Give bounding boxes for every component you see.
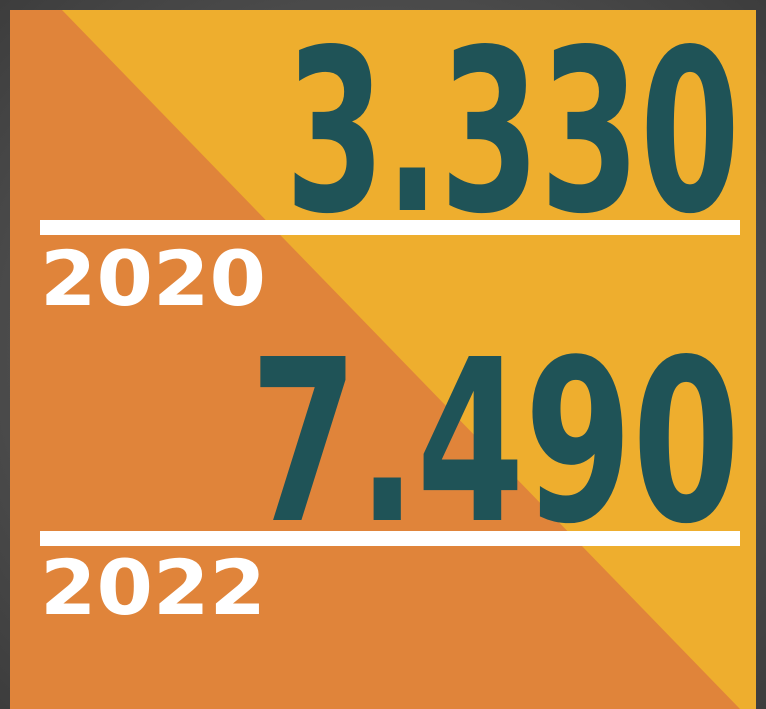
value: 7.490 <box>250 312 740 574</box>
divider <box>40 220 740 235</box>
year: 2022 <box>40 543 266 632</box>
year: 2020 <box>40 234 266 323</box>
divider <box>40 531 740 546</box>
